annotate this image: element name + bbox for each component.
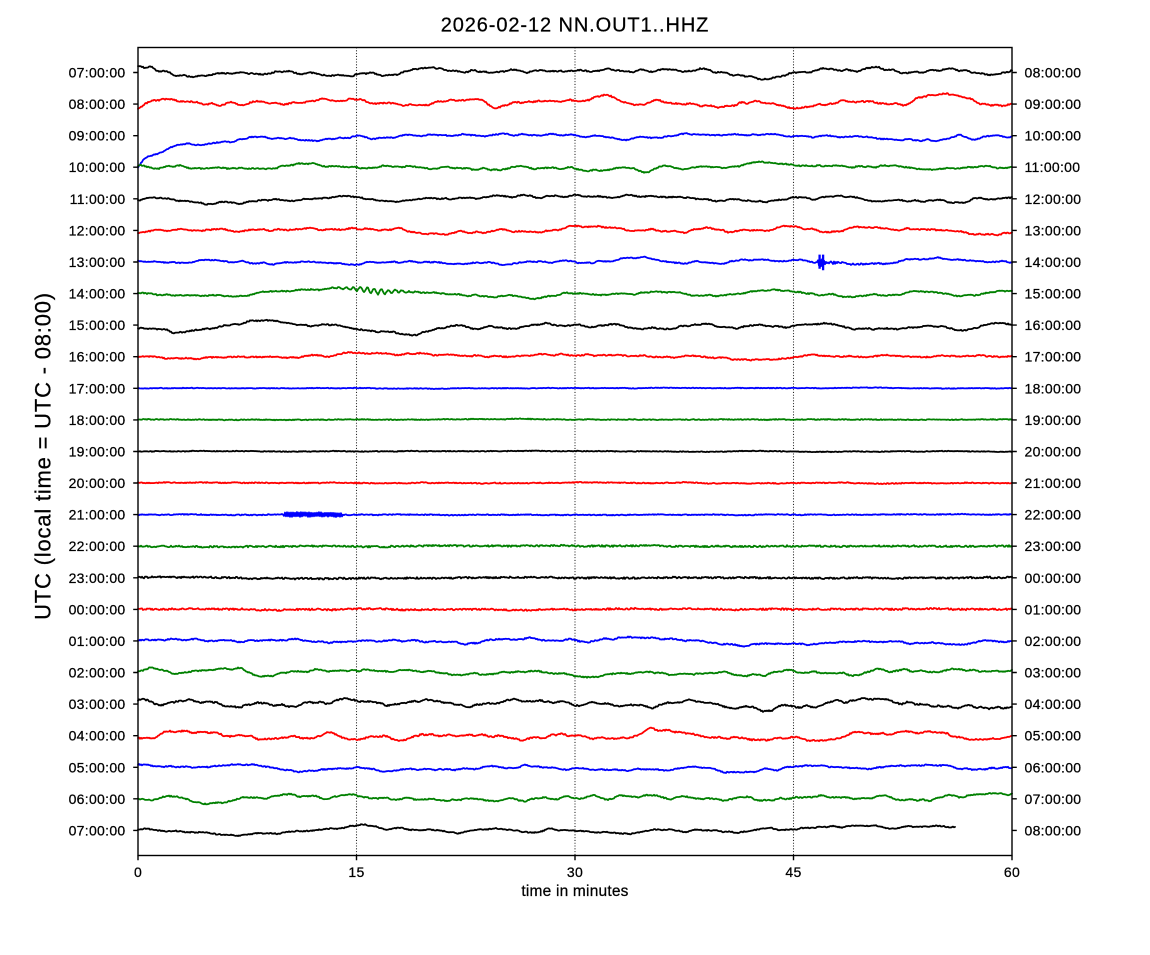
svg-text:30: 30 [567,864,583,880]
svg-text:01:00:00: 01:00:00 [69,633,126,649]
svg-text:13:00:00: 13:00:00 [1025,222,1082,238]
svg-text:08:00:00: 08:00:00 [1025,822,1082,838]
svg-text:19:00:00: 19:00:00 [69,444,126,460]
svg-text:16:00:00: 16:00:00 [69,349,126,365]
svg-text:04:00:00: 04:00:00 [1025,696,1082,712]
svg-text:08:00:00: 08:00:00 [1025,65,1082,81]
svg-text:22:00:00: 22:00:00 [69,538,126,554]
svg-text:07:00:00: 07:00:00 [1025,791,1082,807]
svg-text:00:00:00: 00:00:00 [69,601,126,617]
svg-text:03:00:00: 03:00:00 [1025,665,1082,681]
svg-text:03:00:00: 03:00:00 [69,696,126,712]
svg-text:10:00:00: 10:00:00 [1025,128,1082,144]
svg-text:23:00:00: 23:00:00 [1025,538,1082,554]
svg-text:13:00:00: 13:00:00 [69,254,126,270]
svg-text:08:00:00: 08:00:00 [69,96,126,112]
svg-text:15:00:00: 15:00:00 [69,317,126,333]
svg-text:20:00:00: 20:00:00 [1025,444,1082,460]
svg-text:16:00:00: 16:00:00 [1025,317,1082,333]
svg-text:17:00:00: 17:00:00 [69,380,126,396]
svg-text:05:00:00: 05:00:00 [1025,728,1082,744]
svg-text:UTC (local time = UTC - 08:00): UTC (local time = UTC - 08:00) [31,292,56,620]
svg-text:18:00:00: 18:00:00 [69,412,126,428]
svg-text:18:00:00: 18:00:00 [1025,380,1082,396]
svg-text:02:00:00: 02:00:00 [69,665,126,681]
svg-text:2026-02-12 NN.OUT1..HHZ: 2026-02-12 NN.OUT1..HHZ [441,15,710,37]
svg-text:09:00:00: 09:00:00 [1025,96,1082,112]
svg-text:21:00:00: 21:00:00 [69,507,126,523]
svg-text:60: 60 [1004,864,1020,880]
svg-text:09:00:00: 09:00:00 [69,128,126,144]
svg-text:20:00:00: 20:00:00 [69,475,126,491]
svg-text:17:00:00: 17:00:00 [1025,349,1082,365]
svg-text:19:00:00: 19:00:00 [1025,412,1082,428]
svg-text:06:00:00: 06:00:00 [1025,759,1082,775]
svg-text:21:00:00: 21:00:00 [1025,475,1082,491]
svg-text:01:00:00: 01:00:00 [1025,601,1082,617]
svg-text:15: 15 [348,864,364,880]
svg-text:11:00:00: 11:00:00 [70,191,126,207]
svg-text:14:00:00: 14:00:00 [1025,254,1082,270]
svg-text:22:00:00: 22:00:00 [1025,507,1082,523]
svg-text:23:00:00: 23:00:00 [69,570,126,586]
svg-text:00:00:00: 00:00:00 [1025,570,1082,586]
svg-text:14:00:00: 14:00:00 [69,286,126,302]
svg-text:time in minutes: time in minutes [521,883,628,900]
svg-text:12:00:00: 12:00:00 [1025,191,1082,207]
svg-text:07:00:00: 07:00:00 [69,65,126,81]
svg-text:10:00:00: 10:00:00 [69,159,126,175]
svg-text:15:00:00: 15:00:00 [1025,286,1082,302]
svg-text:06:00:00: 06:00:00 [69,791,126,807]
svg-text:04:00:00: 04:00:00 [69,728,126,744]
svg-text:02:00:00: 02:00:00 [1025,633,1082,649]
svg-text:07:00:00: 07:00:00 [69,822,126,838]
svg-text:45: 45 [785,864,801,880]
svg-text:11:00:00: 11:00:00 [1025,159,1081,175]
svg-text:12:00:00: 12:00:00 [69,222,126,238]
svg-text:05:00:00: 05:00:00 [69,759,126,775]
svg-text:0: 0 [134,864,142,880]
